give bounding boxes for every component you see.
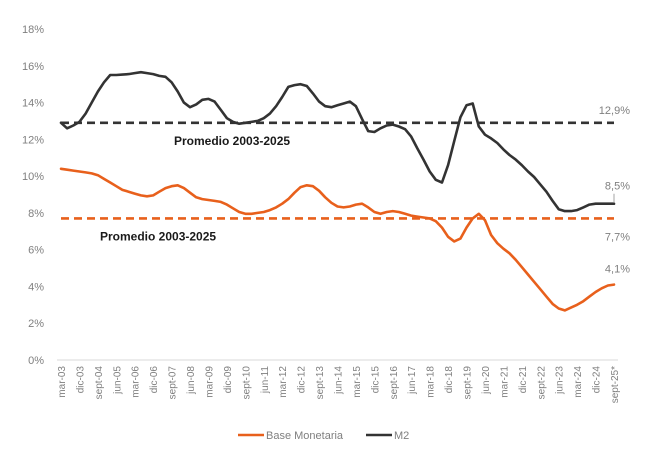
x-tick-label: jun-05 xyxy=(112,366,123,395)
x-tick-label: mar-24 xyxy=(573,366,584,398)
x-tick-label: sept-13 xyxy=(315,366,326,400)
x-tick-label: mar-15 xyxy=(352,366,363,398)
x-tick-label: dic-12 xyxy=(297,366,308,394)
annotations: 8,5% 4,1% xyxy=(605,181,630,276)
legend: Base Monetaria M2 xyxy=(238,430,409,442)
x-tick-label: sept-22 xyxy=(536,366,547,400)
average-label-m2: Promedio 2003-2025 xyxy=(174,134,290,148)
end-label-base-monetaria: 4,1% xyxy=(605,264,630,276)
y-tick-label: 10% xyxy=(22,171,44,183)
x-tick-label: jun-14 xyxy=(334,366,345,395)
x-tick-label: sept-07 xyxy=(168,366,179,400)
x-tick-label: sept-04 xyxy=(94,366,105,400)
x-tick-label: dic-21 xyxy=(518,366,529,394)
x-tick-label: dic-06 xyxy=(149,366,160,394)
x-tick-label: sept-25* xyxy=(610,366,621,403)
x-tick-label: dic-03 xyxy=(75,366,86,394)
legend-label-m2: M2 xyxy=(394,430,409,442)
x-tick-label: sept-16 xyxy=(389,366,400,400)
y-tick-label: 12% xyxy=(22,134,44,146)
x-axis: mar-03 dic-03 sept-04 jun-05 mar-06 dic-06 sep… xyxy=(57,366,621,404)
x-tick-label: jun-17 xyxy=(407,366,418,395)
x-tick-label: sept-10 xyxy=(241,366,252,400)
x-tick-label: dic-24 xyxy=(592,366,603,394)
x-tick-label: jun-20 xyxy=(481,366,492,395)
y-tick-label: 8% xyxy=(28,208,44,220)
y-tick-label: 6% xyxy=(28,245,44,257)
y-axis: 0% 2% 4% 6% 8% 10% 12% 14% 16% 18% xyxy=(22,24,44,367)
series-line-base-monetaria xyxy=(59,167,616,312)
y-tick-label: 2% xyxy=(28,318,44,330)
x-tick-label: dic-18 xyxy=(444,366,455,394)
y-tick-label: 16% xyxy=(22,61,44,73)
y-tick-label: 18% xyxy=(22,24,44,36)
x-tick-label: mar-09 xyxy=(204,366,215,398)
reference-lines: Promedio 2003-2025 Promedio 2003-2025 12… xyxy=(61,105,630,243)
x-tick-label: dic-15 xyxy=(370,366,381,394)
series-line-m2 xyxy=(59,70,616,213)
end-label-m2: 8,5% xyxy=(605,181,630,193)
legend-label-base-monetaria: Base Monetaria xyxy=(266,430,344,442)
x-tick-label: mar-06 xyxy=(131,366,142,398)
x-tick-label: dic-09 xyxy=(223,366,234,394)
x-tick-label: mar-21 xyxy=(499,366,510,398)
y-tick-label: 4% xyxy=(28,281,44,293)
x-tick-label: mar-03 xyxy=(57,366,68,398)
x-tick-label: jun-23 xyxy=(555,366,566,395)
average-label-base-monetaria: Promedio 2003-2025 xyxy=(100,229,216,243)
x-tick-label: jun-08 xyxy=(186,366,197,395)
x-tick-label: sept-19 xyxy=(463,366,474,400)
average-value-base-monetaria: 7,7% xyxy=(605,231,630,243)
x-tick-label: jun-11 xyxy=(260,366,271,394)
y-tick-label: 0% xyxy=(28,355,44,367)
x-tick-label: mar-18 xyxy=(426,366,437,398)
average-value-m2: 12,9% xyxy=(599,105,630,117)
x-tick-label: mar-12 xyxy=(278,366,289,398)
y-tick-label: 14% xyxy=(22,98,44,110)
series-group xyxy=(59,70,616,312)
